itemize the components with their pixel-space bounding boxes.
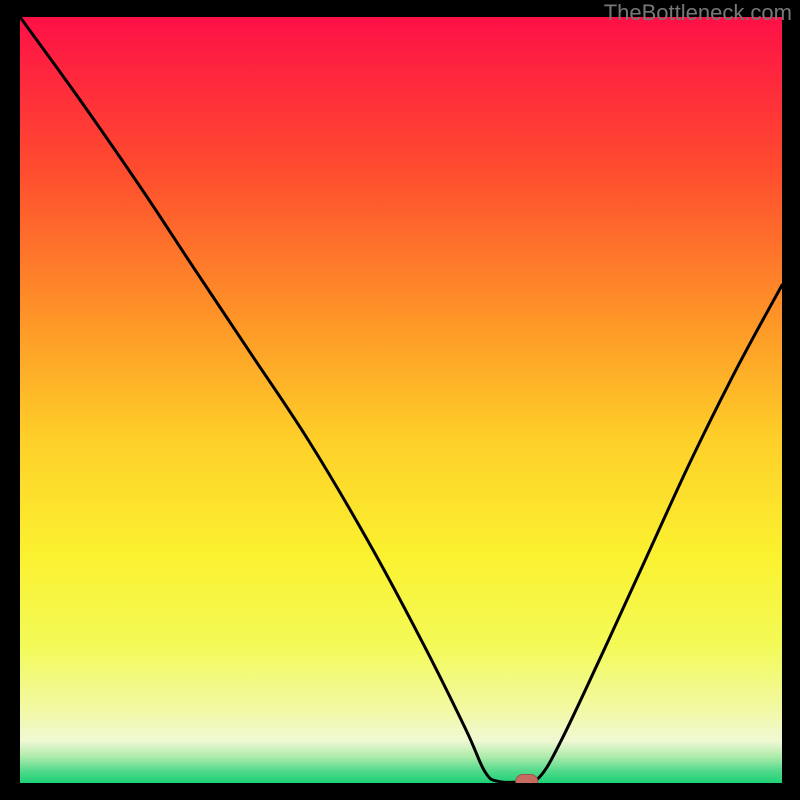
plot-area — [20, 17, 782, 783]
chart-frame: TheBottleneck.com — [0, 0, 800, 800]
chart-svg — [20, 17, 782, 783]
optimum-marker — [516, 774, 538, 783]
gradient-background — [20, 17, 782, 783]
watermark-text: TheBottleneck.com — [604, 0, 792, 26]
